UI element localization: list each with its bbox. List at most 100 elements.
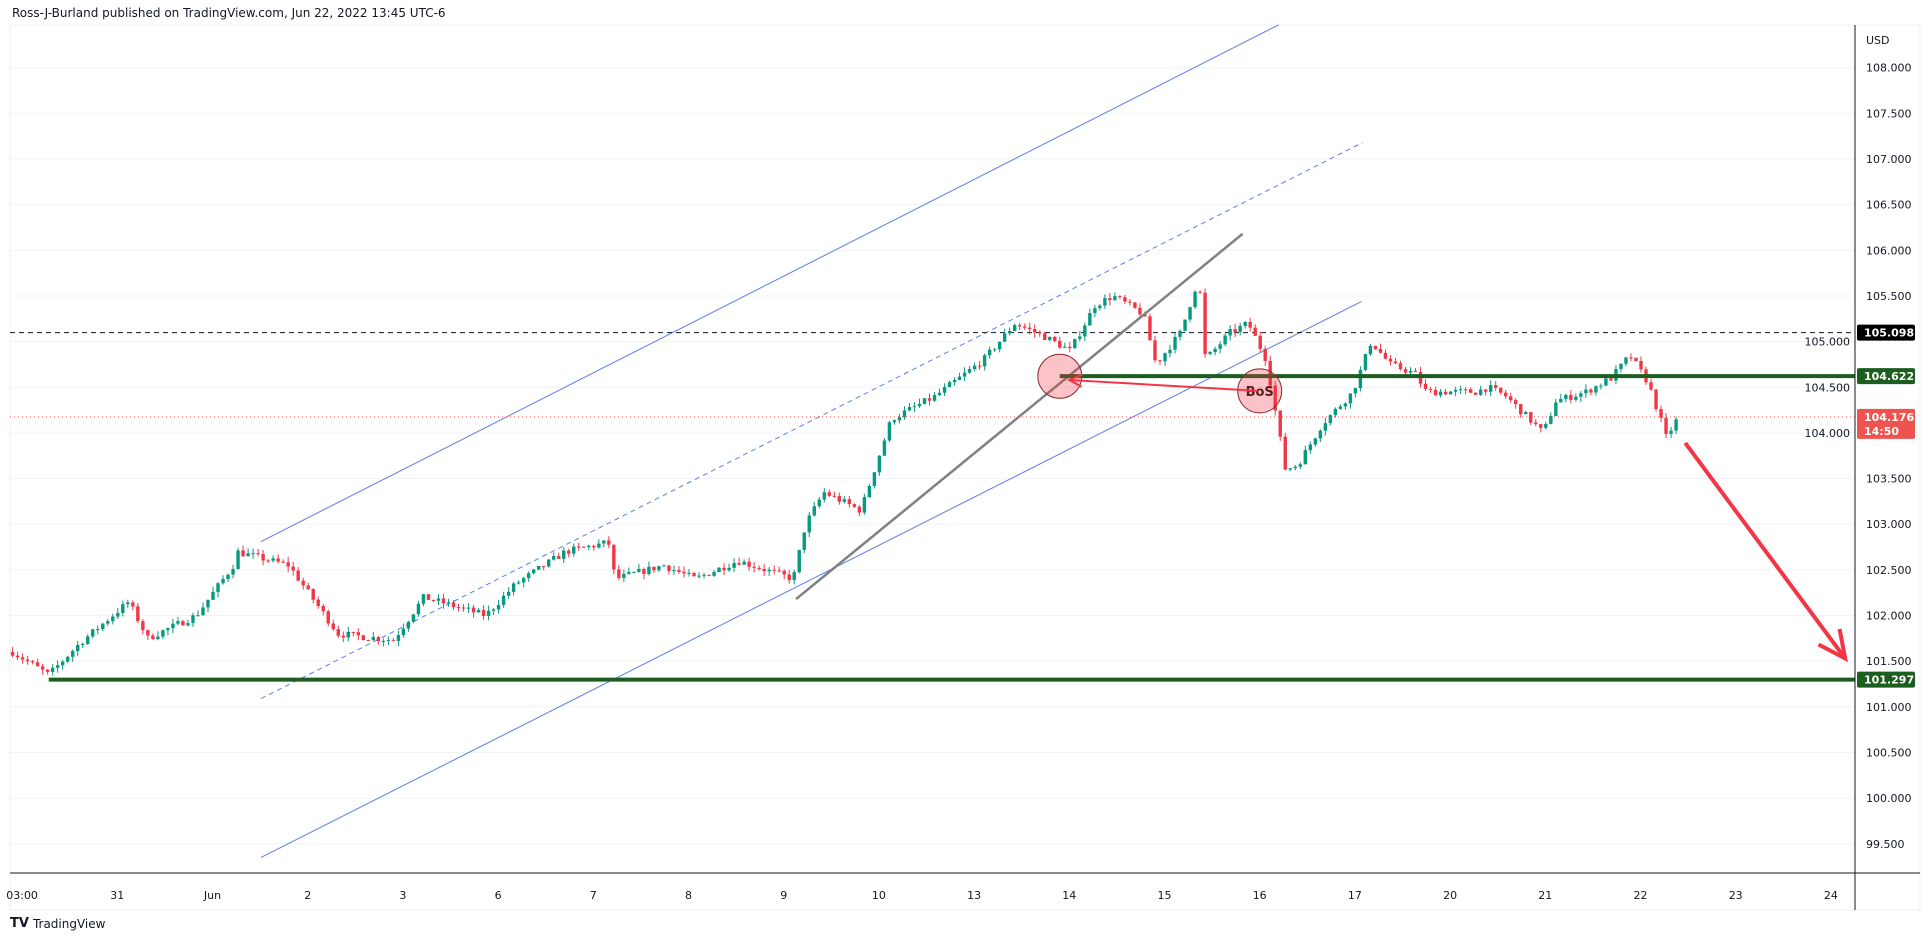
candle-body — [1123, 297, 1127, 302]
candle-body — [1343, 403, 1348, 407]
candle-body — [96, 629, 100, 631]
time-tick-label: 20 — [1443, 889, 1457, 902]
candle-body — [1519, 404, 1523, 415]
candle-body — [657, 566, 661, 571]
chart-frame — [9, 24, 1921, 911]
candle-body — [1664, 417, 1668, 434]
candle-body — [1669, 430, 1673, 434]
candle-body — [1328, 415, 1333, 424]
candle-body — [1509, 396, 1513, 401]
candle-body — [30, 661, 35, 663]
resistance-price-label-bg — [1857, 368, 1915, 385]
candle-body — [1238, 325, 1242, 332]
candle-body — [597, 543, 601, 548]
candle-body — [1574, 396, 1578, 400]
candle-body — [1413, 370, 1418, 373]
candle-body — [1053, 336, 1057, 341]
candle-body — [1188, 307, 1192, 320]
candle-body — [997, 341, 1002, 350]
candle-body — [742, 561, 746, 565]
candle-body — [216, 583, 220, 592]
candle-body — [1143, 314, 1147, 317]
bos-arrow-head — [1067, 373, 1083, 388]
candle-body — [1203, 292, 1207, 354]
candle-body — [171, 623, 175, 629]
candle-body — [476, 609, 481, 613]
candle-body — [206, 599, 210, 608]
candle-body — [717, 567, 721, 572]
candle-body — [226, 574, 230, 579]
candle-body — [126, 602, 130, 605]
candle-body — [937, 392, 942, 396]
candle-body — [411, 614, 416, 622]
candle-body — [1423, 383, 1428, 389]
price-axis[interactable]: 108.000 107.500 107.000 106.500 106.000 105.5… — [1805, 62, 1912, 851]
candle-body — [1514, 400, 1518, 405]
candle-body — [271, 558, 275, 561]
candle-body — [246, 553, 250, 557]
candle-body — [1028, 327, 1032, 330]
candle-body — [1093, 308, 1097, 314]
time-tick-label: 15 — [1158, 889, 1172, 902]
candle-body — [256, 553, 260, 555]
candle-body — [356, 632, 361, 636]
price-tick-label: 101.000 — [1866, 701, 1912, 714]
candle-body — [567, 550, 571, 554]
candle-body — [987, 349, 992, 356]
candle-body — [396, 635, 401, 641]
candle-body — [1248, 322, 1252, 328]
candle-body — [1448, 391, 1453, 395]
candle-body — [516, 582, 521, 584]
candle-body — [361, 635, 366, 641]
candle-body — [862, 497, 867, 513]
candle-body — [982, 355, 987, 367]
candle-body — [186, 623, 190, 626]
candle-body — [667, 565, 671, 571]
candle-body — [86, 636, 90, 644]
candle-body — [336, 629, 340, 636]
candle-body — [1398, 363, 1403, 370]
candle-body — [45, 669, 50, 672]
candle-body — [326, 611, 330, 624]
candle-body — [1468, 389, 1473, 393]
candle-body — [341, 635, 345, 638]
price-tick-label: 101.500 — [1866, 655, 1912, 668]
candle-body — [1393, 361, 1398, 364]
candle-body — [687, 572, 691, 574]
candle-body — [1594, 386, 1598, 393]
candle-body — [426, 594, 431, 600]
candle-body — [1589, 389, 1593, 393]
candle-body — [1098, 305, 1102, 309]
candle-body — [381, 640, 386, 642]
candle-body — [587, 545, 591, 548]
candle-body — [1118, 296, 1122, 298]
candle-body — [1554, 402, 1558, 416]
candle-body — [531, 569, 536, 574]
candle-body — [1148, 316, 1152, 341]
candle-body — [812, 506, 816, 516]
time-axis[interactable]: 03:00 31 Jun 2 3 6 7 8 9 10 13 14 15 16 17 20 21 22 23 24 — [6, 889, 1838, 902]
candle-body — [852, 504, 857, 507]
candle-body — [1534, 422, 1538, 425]
candle-body — [346, 631, 350, 638]
candle-body — [947, 382, 952, 387]
candle-body — [1002, 333, 1007, 342]
candle-body — [40, 666, 45, 670]
last-price-label-bg — [1857, 408, 1915, 439]
candle-body — [557, 556, 561, 559]
candle-body — [912, 406, 917, 408]
candle-body — [1579, 393, 1583, 397]
candle-body — [1499, 387, 1503, 393]
candle-body — [1654, 389, 1658, 410]
candle-body — [1333, 408, 1338, 416]
candle-body — [1043, 333, 1047, 340]
candle-body — [1163, 353, 1167, 362]
candle-body — [421, 594, 426, 604]
price-tick-label: 104.500 — [1805, 381, 1851, 394]
candle-body — [792, 572, 796, 581]
candle-body — [932, 395, 937, 401]
candle-body — [1178, 330, 1182, 337]
candle-body — [1358, 369, 1363, 389]
candle-body — [1138, 307, 1142, 315]
